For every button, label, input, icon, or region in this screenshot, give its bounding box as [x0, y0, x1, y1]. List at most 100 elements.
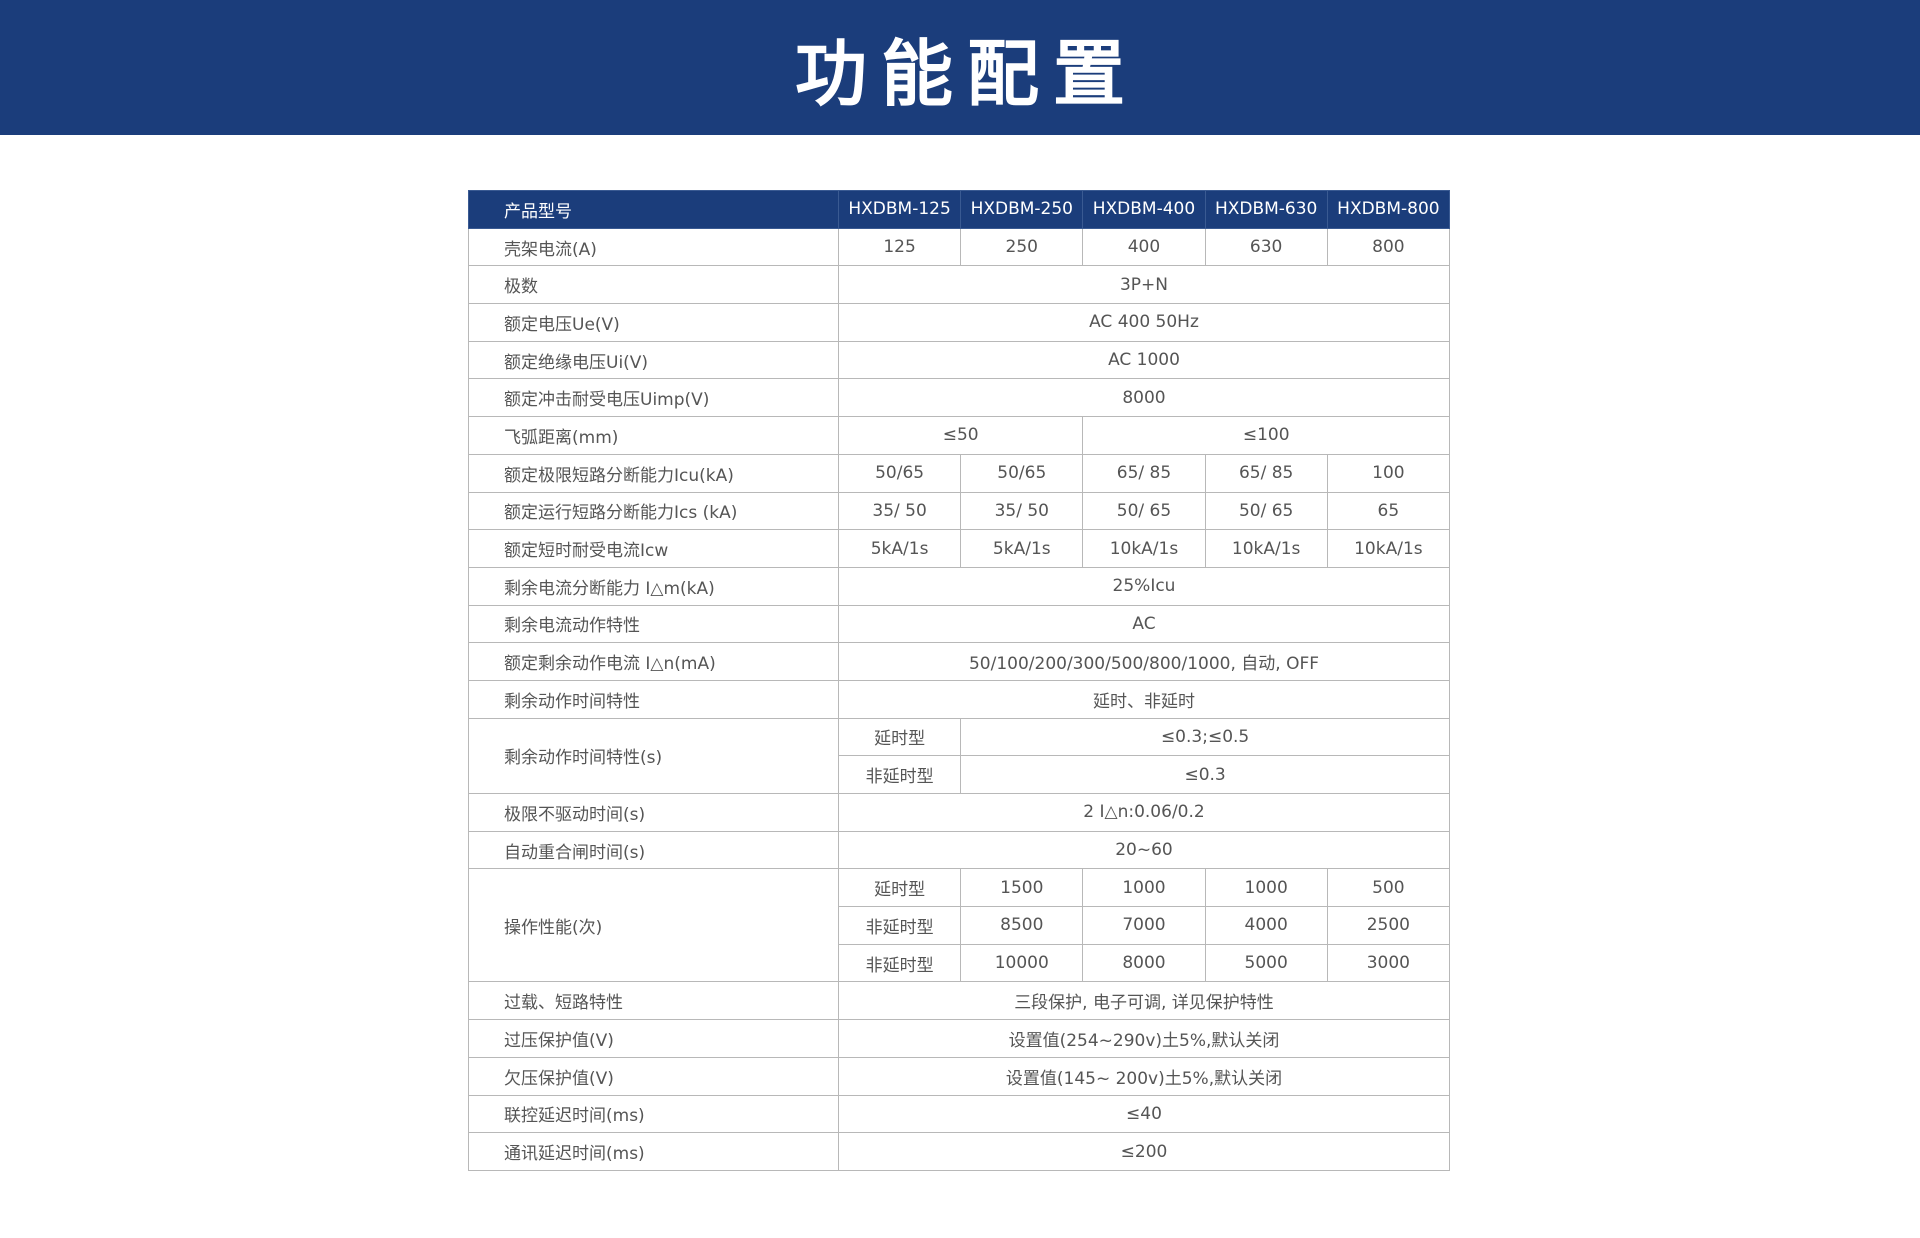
header-model: HXDBM-800 — [1326, 190, 1451, 229]
header-model: HXDBM-400 — [1082, 190, 1206, 229]
table-cell: 8000 — [1082, 943, 1206, 983]
table-row: 剩余电流动作特性 AC — [468, 604, 1450, 644]
title-banner: 功能配置 — [0, 0, 1920, 135]
table-cell: AC — [838, 604, 1450, 644]
table-cell: 35/ 50 — [837, 491, 962, 531]
table-row: 通讯延迟时间(ms) ≤200 — [468, 1132, 1450, 1171]
table-row: 额定运行短路分断能力Ics (kA) 35/ 50 35/ 50 50/ 65 50/ … — [468, 491, 1451, 531]
table-cell: 8500 — [960, 906, 1084, 945]
table-row: 额定电压Ue(V) AC 400 50Hz — [468, 303, 1450, 342]
table-row: 剩余动作时间特性(s) 延时型 ≤0.3;≤0.5 — [468, 717, 1450, 795]
row-label: 过载、短路特性 — [468, 981, 839, 1021]
row-label: 剩余动作时间特性 — [468, 679, 839, 719]
table-row: 极数 3P+N — [468, 265, 1450, 305]
row-label: 通讯延迟时间(ms) — [468, 1132, 839, 1171]
row-label: 剩余动作时间特性(s) — [468, 717, 839, 795]
table-cell: 10kA/1s — [1204, 529, 1328, 568]
table-cell: ≤200 — [838, 1132, 1450, 1171]
table-cell: 8000 — [838, 378, 1450, 418]
table-cell: 4000 — [1204, 906, 1328, 945]
header-model: HXDBM-250 — [960, 190, 1084, 229]
table-cell: 5kA/1s — [960, 529, 1084, 568]
row-label: 额定绝缘电压Ui(V) — [468, 340, 839, 380]
table-cell: 50/100/200/300/500/800/1000, 自动, OFF — [838, 642, 1450, 681]
table-row: 额定短时耐受电流Icw 5kA/1s 5kA/1s 10kA/1s 10kA/1s 10k… — [468, 529, 1451, 568]
table-cell: ≤0.3;≤0.5 — [960, 717, 1450, 757]
row-label: 壳架电流(A) — [468, 227, 839, 267]
table-cell: 35/ 50 — [960, 491, 1084, 531]
table-row: 剩余动作时间特性 延时、非延时 — [468, 679, 1450, 719]
table-cell: 25%Icu — [838, 566, 1450, 606]
page-title: 功能配置 — [794, 32, 1139, 116]
row-label: 额定冲击耐受电压Uimp(V) — [468, 378, 839, 418]
table-row: 联控延迟时间(ms) ≤40 — [468, 1094, 1450, 1134]
row-label: 极数 — [468, 265, 839, 305]
table-cell: 5kA/1s — [837, 529, 962, 568]
table-cell: 250 — [960, 227, 1084, 267]
row-label: 极限不驱动时间(s) — [468, 793, 839, 832]
header-label: 产品型号 — [468, 190, 839, 229]
table-cell: 非延时型 — [837, 755, 962, 794]
table-cell: 50/ 65 — [1204, 491, 1328, 531]
table-cell: 延时型 — [837, 868, 962, 908]
table-row: 额定绝缘电压Ui(V) AC 1000 — [468, 340, 1450, 380]
table-row: 额定冲击耐受电压Uimp(V) 8000 — [468, 378, 1450, 418]
table-cell: 3000 — [1326, 943, 1451, 983]
table-row: 非延时型 ≤0.3 — [469, 755, 1450, 794]
table-cell: 设置值(254~290v)土5%,默认关闭 — [838, 1019, 1450, 1058]
row-label: 额定短时耐受电流Icw — [468, 529, 839, 568]
table-row: 壳架电流(A) 125 250 400 630 800 — [468, 227, 1451, 267]
table-cell: 50/ 65 — [1082, 491, 1206, 531]
spec-table: 产品型号 HXDBM-125 HXDBM-250 HXDBM-400 HXDBM-630… — [468, 190, 1451, 1171]
table-cell: 65/ 85 — [1082, 453, 1206, 493]
table-cell: 非延时型 — [837, 906, 962, 945]
row-label: 过压保护值(V) — [468, 1019, 839, 1058]
table-cell: 1500 — [960, 868, 1084, 908]
table-row: 额定极限短路分断能力Icu(kA) 50/65 50/65 65/ 85 65/ 85 1… — [468, 453, 1451, 493]
row-label: 欠压保护值(V) — [468, 1056, 839, 1096]
table-cell: ≤100 — [1082, 416, 1450, 455]
table-row: 非延时型 8500 7000 4000 2500 — [469, 906, 1451, 945]
table-cell: 500 — [1326, 868, 1451, 908]
row-label: 额定极限短路分断能力Icu(kA) — [468, 453, 839, 493]
table-cell: 5000 — [1204, 943, 1328, 983]
row-label: 额定运行短路分断能力Ics (kA) — [468, 491, 839, 531]
table-cell: 20~60 — [838, 830, 1450, 870]
table-row: 过压保护值(V) 设置值(254~290v)土5%,默认关闭 — [468, 1019, 1450, 1058]
table-row: 极限不驱动时间(s) 2 I△n:0.06/0.2 — [468, 793, 1450, 832]
table-cell: AC 400 50Hz — [838, 303, 1450, 342]
row-label: 自动重合闸时间(s) — [468, 830, 839, 870]
table-row: 操作性能(次) 延时型 1500 1000 1000 500 — [468, 868, 1451, 983]
table-cell: 三段保护, 电子可调, 详见保护特性 — [838, 981, 1450, 1021]
table-cell: 1000 — [1204, 868, 1328, 908]
table-cell: 7000 — [1082, 906, 1206, 945]
table-cell: 125 — [837, 227, 962, 267]
table-cell: 10kA/1s — [1326, 529, 1451, 568]
table-cell: ≤50 — [837, 416, 1084, 455]
header-model: HXDBM-630 — [1204, 190, 1328, 229]
table-row: 剩余电流分断能力 I△m(kA) 25%Icu — [468, 566, 1450, 606]
table-cell: 10000 — [960, 943, 1084, 983]
row-label: 剩余电流分断能力 I△m(kA) — [468, 566, 839, 606]
table-cell: 800 — [1326, 227, 1451, 267]
table-cell: 设置值(145~ 200v)土5%,默认关闭 — [838, 1056, 1450, 1096]
table-row: 非延时型 10000 8000 5000 3000 — [469, 943, 1451, 983]
row-label: 操作性能(次) — [468, 868, 839, 983]
table-header-row: 产品型号 HXDBM-125 HXDBM-250 HXDBM-400 HXDBM-630… — [468, 190, 1451, 229]
table-cell: 65 — [1326, 491, 1451, 531]
table-cell: 10kA/1s — [1082, 529, 1206, 568]
table-cell: 3P+N — [838, 265, 1450, 305]
table-cell: 延时型 — [837, 717, 962, 757]
table-cell: ≤0.3 — [960, 755, 1450, 794]
table-cell: ≤40 — [838, 1094, 1450, 1134]
header-model: HXDBM-125 — [837, 190, 962, 229]
table-row: 自动重合闸时间(s) 20~60 — [468, 830, 1450, 870]
row-label: 额定电压Ue(V) — [468, 303, 839, 342]
table-row: 过载、短路特性 三段保护, 电子可调, 详见保护特性 — [468, 981, 1450, 1021]
table-cell: 50/65 — [837, 453, 962, 493]
table-cell: 1000 — [1082, 868, 1206, 908]
table-cell: AC 1000 — [838, 340, 1450, 380]
table-row: 飞弧距离(mm) ≤50 ≤100 — [468, 416, 1450, 455]
table-row: 欠压保护值(V) 设置值(145~ 200v)土5%,默认关闭 — [468, 1056, 1450, 1096]
table-cell: 400 — [1082, 227, 1206, 267]
